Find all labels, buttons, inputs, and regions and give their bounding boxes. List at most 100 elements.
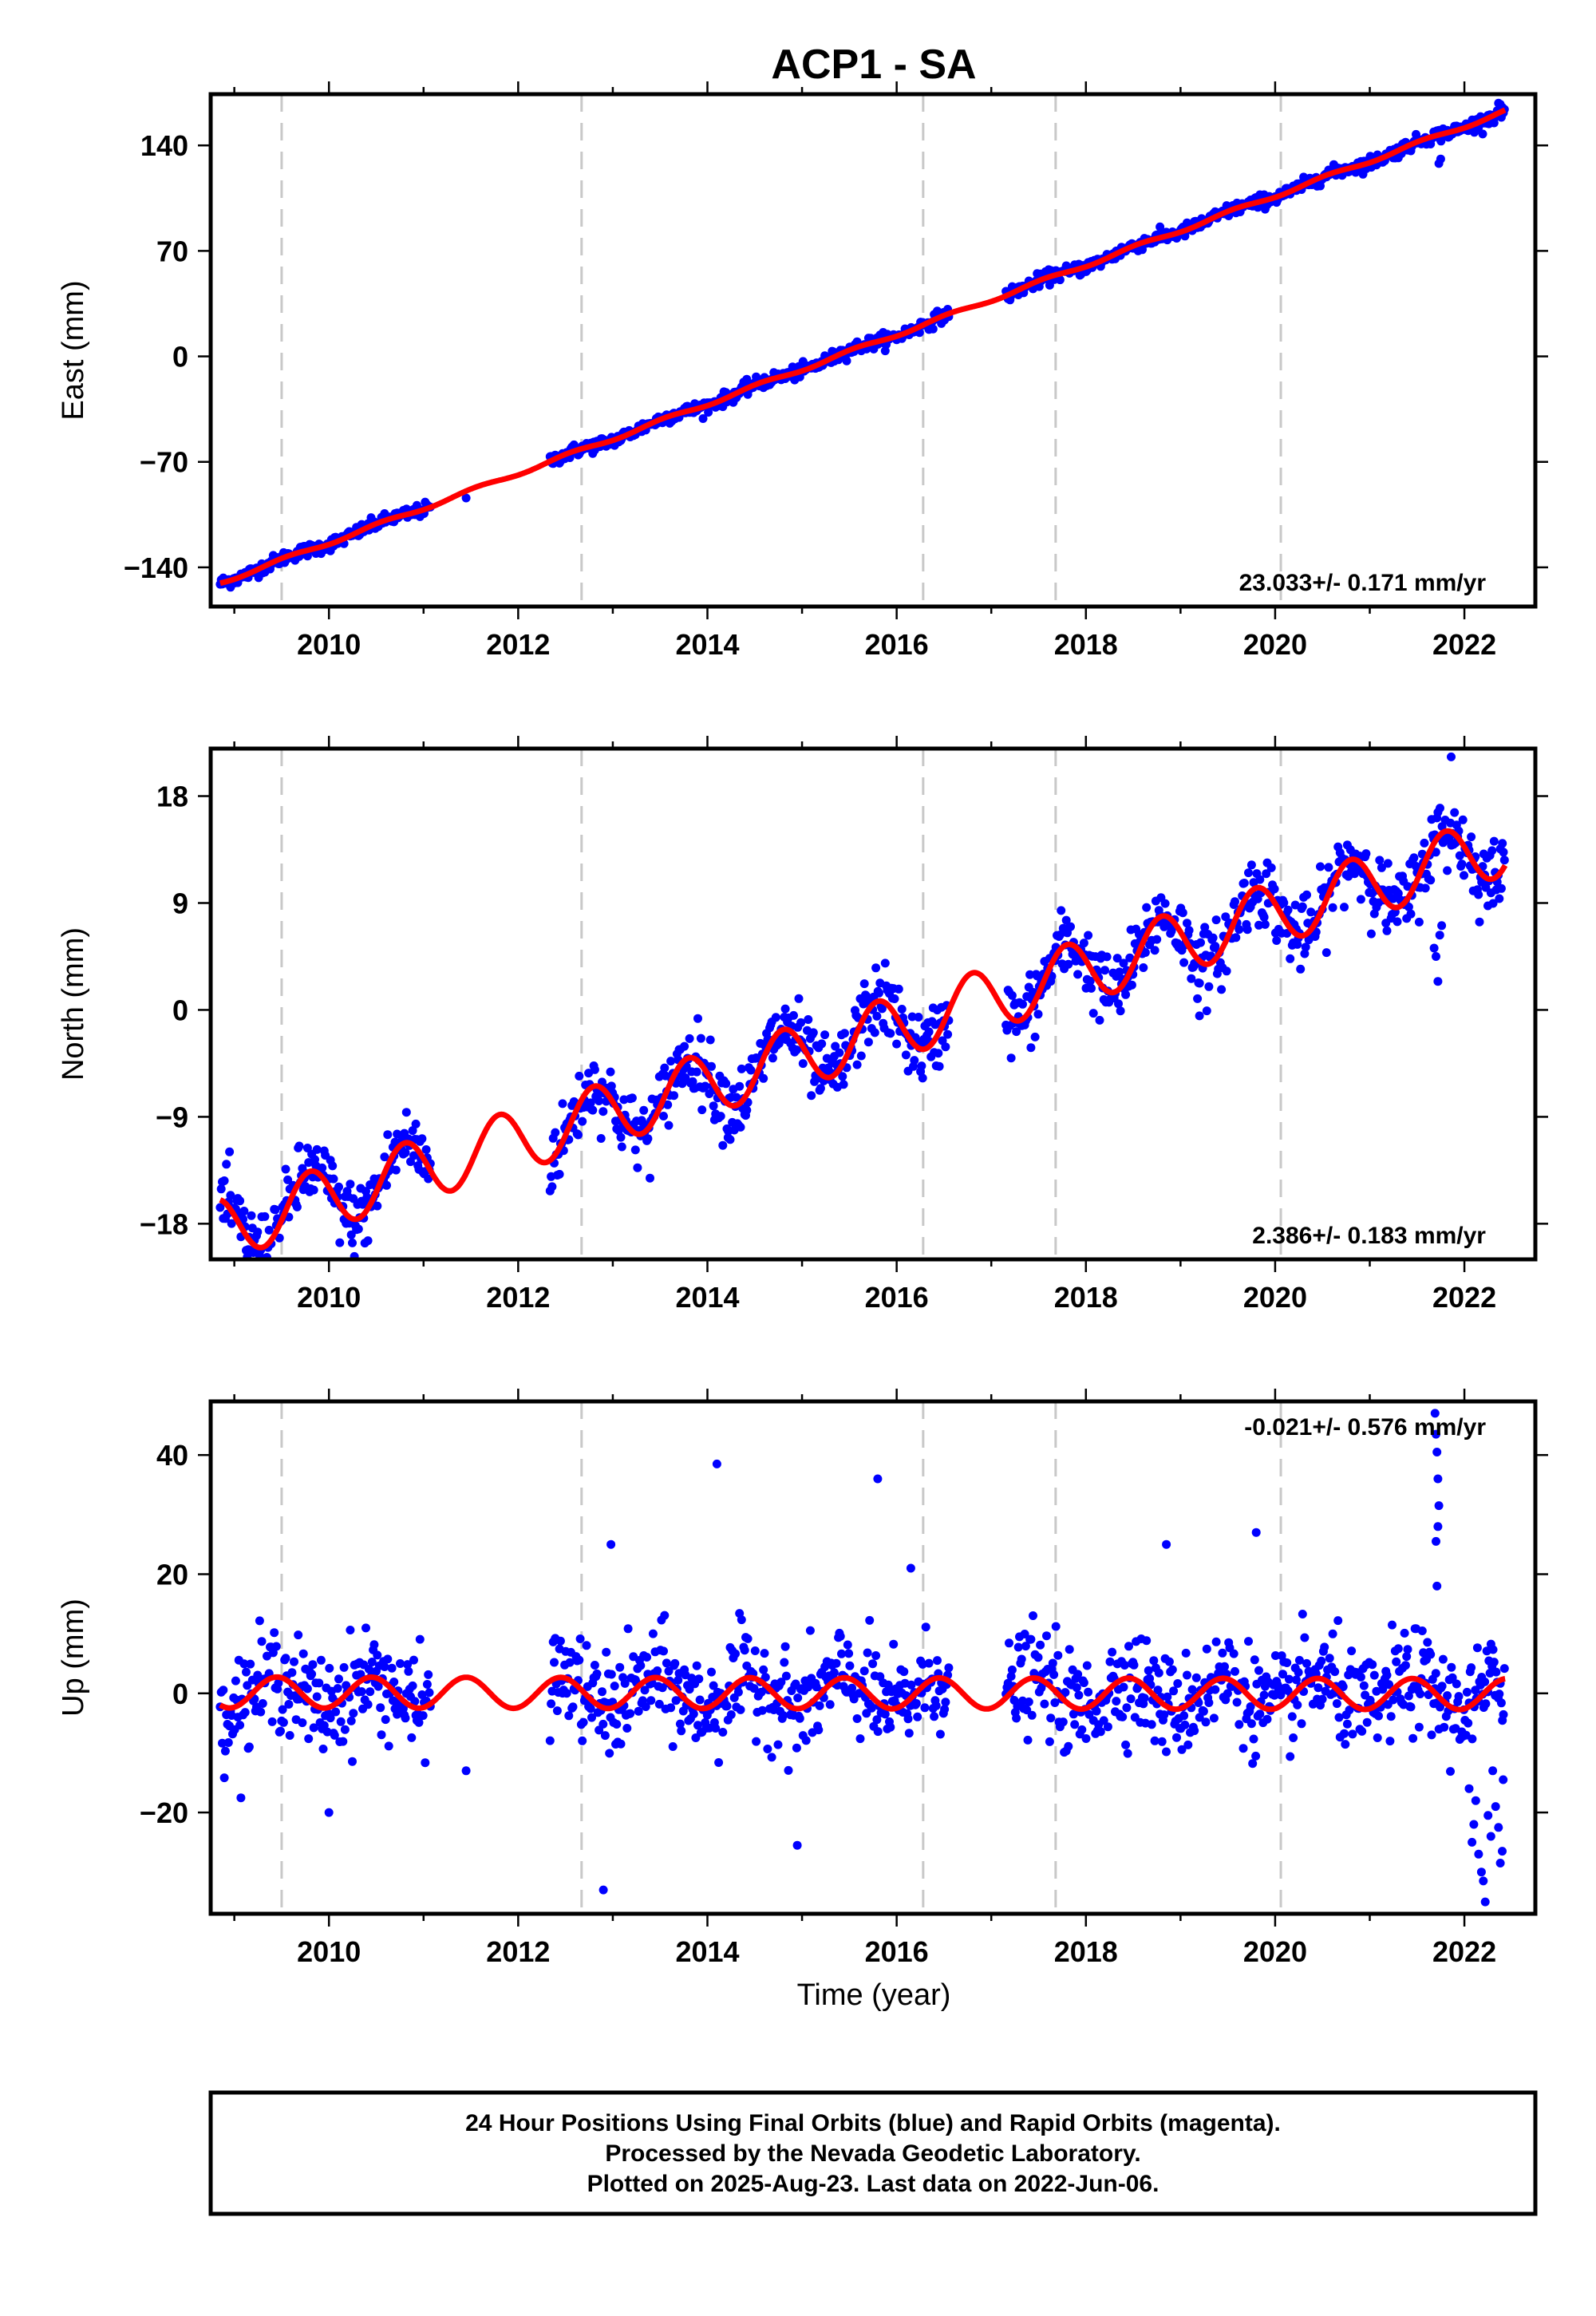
data-point xyxy=(333,1684,342,1694)
north-y-axis-label: North (mm) xyxy=(57,927,90,1081)
outlier-point xyxy=(1432,1536,1440,1546)
data-point xyxy=(330,1730,339,1740)
data-point xyxy=(279,1717,288,1727)
data-point xyxy=(1229,1649,1238,1658)
data-point xyxy=(290,1657,298,1666)
data-point xyxy=(550,1658,559,1667)
data-point xyxy=(1070,1720,1080,1729)
data-point xyxy=(401,1713,410,1723)
data-point xyxy=(1190,1726,1199,1736)
x-tick-label: 2010 xyxy=(297,1281,361,1314)
data-point xyxy=(409,1655,418,1665)
data-point xyxy=(239,1659,249,1669)
data-point xyxy=(1072,1683,1081,1693)
data-point xyxy=(1124,1642,1133,1651)
data-point xyxy=(326,1713,335,1723)
data-point xyxy=(575,1071,584,1081)
data-point xyxy=(223,1738,233,1747)
data-point xyxy=(1242,925,1252,935)
data-point xyxy=(865,1615,875,1625)
outlier-point xyxy=(461,1766,471,1776)
data-point xyxy=(1020,1630,1029,1638)
data-point xyxy=(901,1050,911,1060)
data-point xyxy=(880,1709,890,1719)
data-point xyxy=(307,1670,317,1679)
data-point xyxy=(1499,1664,1509,1674)
data-point xyxy=(1196,938,1205,947)
data-point xyxy=(302,1684,312,1694)
data-point xyxy=(1114,999,1123,1009)
data-point xyxy=(918,1073,927,1083)
data-point xyxy=(1283,905,1293,915)
outlier-point xyxy=(873,1474,883,1484)
data-point xyxy=(1053,1650,1063,1660)
data-point xyxy=(793,1694,803,1702)
data-point xyxy=(346,1180,355,1189)
data-point xyxy=(547,1182,557,1192)
data-point xyxy=(1416,1690,1425,1698)
data-point xyxy=(586,1098,595,1108)
data-point xyxy=(565,1658,575,1667)
data-point xyxy=(1382,926,1392,935)
data-point xyxy=(1007,990,1017,1000)
x-tick-label: 2020 xyxy=(1243,628,1307,661)
data-point xyxy=(1499,848,1508,857)
data-point xyxy=(780,1004,790,1014)
x-tick-label: 2012 xyxy=(486,1281,550,1314)
data-point xyxy=(292,1202,302,1211)
outlier-point xyxy=(324,1808,334,1817)
data-point xyxy=(1046,1713,1056,1723)
data-point xyxy=(247,1211,256,1220)
data-point xyxy=(380,1662,389,1671)
data-point xyxy=(934,1049,943,1058)
data-point xyxy=(1112,1697,1121,1706)
data-point xyxy=(930,1712,939,1721)
data-point xyxy=(1118,1712,1128,1721)
data-point xyxy=(1481,1699,1491,1709)
data-point xyxy=(1017,1654,1026,1664)
outlier-point xyxy=(1433,1522,1443,1531)
data-point xyxy=(1294,1655,1304,1665)
data-point xyxy=(1057,906,1066,915)
data-point xyxy=(1468,1734,1477,1744)
data-point xyxy=(1427,1730,1436,1740)
up-rate-label: -0.021+/- 0.576 mm/yr xyxy=(1244,1414,1486,1441)
data-point xyxy=(1153,1686,1163,1695)
data-point xyxy=(373,1682,383,1691)
data-point xyxy=(796,1018,806,1027)
data-point xyxy=(222,1160,231,1169)
up-y-axis-label: Up (mm) xyxy=(57,1599,90,1717)
outlier-point xyxy=(1434,1501,1444,1511)
data-point xyxy=(1403,1645,1412,1654)
outlier-point xyxy=(1471,1796,1480,1805)
data-point xyxy=(1402,1652,1412,1662)
outlier-point xyxy=(1480,1897,1490,1907)
x-tick-label: 2022 xyxy=(1432,628,1496,661)
data-point xyxy=(1119,958,1128,968)
data-point xyxy=(792,1743,801,1753)
east-panel: 2010 2012 2014 2016 2018 2020 2022 −140 −70 0 70 14… xyxy=(57,81,1548,661)
data-point xyxy=(743,1634,753,1643)
data-point xyxy=(1328,903,1337,912)
data-point xyxy=(329,1174,338,1184)
data-point xyxy=(623,1624,633,1634)
data-point xyxy=(863,1037,873,1047)
data-point xyxy=(843,1640,852,1650)
data-point xyxy=(216,1184,226,1194)
data-point xyxy=(1488,1645,1498,1654)
data-point xyxy=(1172,1733,1181,1742)
data-point xyxy=(666,1057,676,1066)
data-point xyxy=(555,1636,565,1646)
outlier-point xyxy=(1491,1802,1500,1812)
data-point xyxy=(889,1639,899,1649)
y-tick-label: −140 xyxy=(124,551,188,584)
data-point xyxy=(582,1641,591,1650)
data-point xyxy=(1249,1734,1258,1744)
east-rate-label: 23.033+/- 0.171 mm/yr xyxy=(1239,570,1487,596)
data-point xyxy=(763,1745,772,1753)
data-point xyxy=(346,1716,356,1725)
data-point xyxy=(1180,1720,1190,1729)
y-tick-label: 18 xyxy=(156,781,188,813)
data-point xyxy=(411,1119,421,1128)
data-point xyxy=(663,1100,673,1109)
